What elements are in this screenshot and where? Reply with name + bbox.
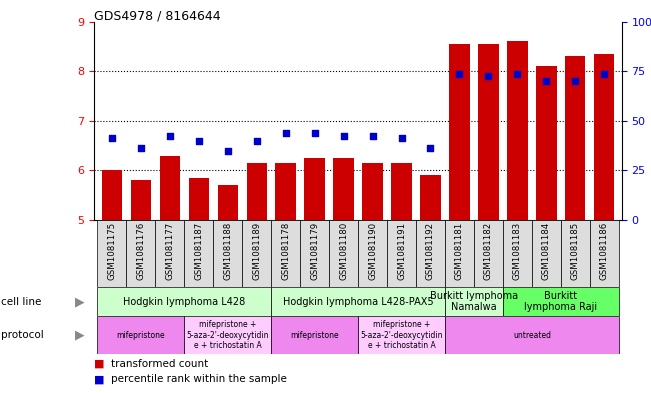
Bar [305,158,325,220]
Text: GSM1081186: GSM1081186 [600,222,609,280]
Bar [184,316,271,354]
Text: ▶: ▶ [75,329,85,342]
Text: GSM1081179: GSM1081179 [310,222,319,280]
Bar [536,66,557,220]
Text: GSM1081182: GSM1081182 [484,222,493,280]
Bar [565,56,585,220]
Text: GSM1081183: GSM1081183 [513,222,522,280]
Text: GSM1081176: GSM1081176 [136,222,145,280]
Text: GSM1081188: GSM1081188 [223,222,232,280]
Bar [126,220,155,287]
Text: mifepristone +
5-aza-2'-deoxycytidin
e + trichostatin A: mifepristone + 5-aza-2'-deoxycytidin e +… [360,320,443,350]
Bar [275,163,296,220]
Text: percentile rank within the sample: percentile rank within the sample [111,374,286,384]
Bar [387,220,416,287]
Point [483,73,493,79]
Point [135,145,146,151]
Text: GSM1081189: GSM1081189 [252,222,261,280]
Text: GSM1081184: GSM1081184 [542,222,551,280]
Text: ▶: ▶ [75,295,85,308]
Point [541,78,551,84]
Bar [358,220,387,287]
Point [599,71,609,77]
Text: GSM1081191: GSM1081191 [397,222,406,280]
Bar [478,44,499,220]
Point [396,135,407,141]
Point [251,138,262,144]
Bar [271,287,445,316]
Bar [421,175,441,220]
Bar [271,220,300,287]
Bar [97,316,184,354]
Text: GSM1081192: GSM1081192 [426,222,435,280]
Bar [189,178,209,220]
Bar [242,220,271,287]
Text: GSM1081180: GSM1081180 [339,222,348,280]
Bar [333,158,353,220]
Text: untreated: untreated [513,331,551,340]
Text: GSM1081177: GSM1081177 [165,222,174,280]
Bar [247,163,267,220]
Bar [503,287,619,316]
Bar [445,287,503,316]
Text: GSM1081178: GSM1081178 [281,222,290,280]
Bar [131,180,151,220]
Text: cell line: cell line [1,297,42,307]
Bar [213,220,242,287]
Point [281,130,291,136]
Point [165,132,175,139]
Bar [271,316,358,354]
Text: mifepristone: mifepristone [290,331,339,340]
Point [339,132,349,139]
Point [512,71,523,77]
Point [223,147,233,154]
Bar [155,220,184,287]
Point [367,132,378,139]
Bar [184,220,213,287]
Text: mifepristone +
5-aza-2'-deoxycytidin
e + trichostatin A: mifepristone + 5-aza-2'-deoxycytidin e +… [186,320,269,350]
Bar [102,171,122,220]
Text: Hodgkin lymphoma L428-PAX5: Hodgkin lymphoma L428-PAX5 [283,297,434,307]
Text: GSM1081187: GSM1081187 [194,222,203,280]
Text: ■: ■ [94,374,105,384]
Text: GSM1081185: GSM1081185 [571,222,580,280]
Bar [445,220,474,287]
Point [425,145,436,151]
Bar [300,220,329,287]
Text: Hodgkin lymphoma L428: Hodgkin lymphoma L428 [123,297,245,307]
Bar [97,287,271,316]
Text: mifepristone: mifepristone [117,331,165,340]
Text: GSM1081181: GSM1081181 [455,222,464,280]
Bar [445,316,619,354]
Point [309,130,320,136]
Bar [329,220,358,287]
Bar [590,220,619,287]
Bar [449,44,469,220]
Text: ■: ■ [94,358,105,369]
Bar [363,163,383,220]
Text: GDS4978 / 8164644: GDS4978 / 8164644 [94,10,221,23]
Bar [159,156,180,220]
Text: Burkitt lymphoma
Namalwa: Burkitt lymphoma Namalwa [430,291,518,312]
Text: transformed count: transformed count [111,358,208,369]
Text: protocol: protocol [1,330,44,340]
Bar [391,163,411,220]
Bar [507,42,527,220]
Text: Burkitt
lymphoma Raji: Burkitt lymphoma Raji [524,291,598,312]
Text: GSM1081190: GSM1081190 [368,222,377,280]
Bar [561,220,590,287]
Bar [594,54,615,220]
Text: GSM1081175: GSM1081175 [107,222,117,280]
Bar [416,220,445,287]
Point [193,138,204,144]
Bar [474,220,503,287]
Bar [503,220,532,287]
Point [107,135,117,141]
Bar [97,220,126,287]
Bar [358,316,445,354]
Point [570,78,581,84]
Point [454,71,465,77]
Bar [217,185,238,220]
Bar [532,220,561,287]
